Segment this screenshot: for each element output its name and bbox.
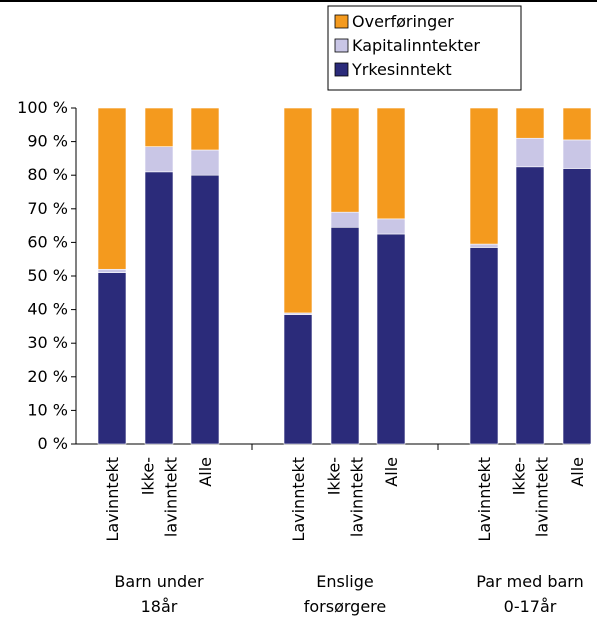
bar-segment-overføringer [376, 107, 406, 220]
x-category-label: Lavinntekt [289, 457, 308, 542]
x-category-label: Ikke- [510, 457, 529, 495]
bar-segment-overføringer [97, 107, 127, 270]
legend-swatch [334, 38, 349, 53]
y-tick-label: 20 % [27, 367, 68, 386]
bar-segment-kapitalinntekter [190, 149, 220, 176]
bar-segment-yrkesinntekt [515, 166, 545, 445]
bar-segment-yrkesinntekt [97, 272, 127, 445]
legend-box [327, 5, 522, 91]
x-group-label: Barn under [114, 572, 204, 591]
legend-label: Yrkesinntekt [351, 60, 452, 79]
bar-segment-overføringer [469, 107, 499, 245]
x-category-label: lavinntekt [348, 457, 367, 537]
x-group-label: Par med barn [476, 572, 583, 591]
bar-segment-yrkesinntekt [469, 247, 499, 445]
bar-segment-overføringer [190, 107, 220, 151]
bar-segment-yrkesinntekt [144, 171, 174, 445]
x-category-label: Alle [196, 457, 215, 487]
x-category-label: Alle [382, 457, 401, 487]
bar-segment-overføringer [330, 107, 360, 213]
bar-segment-overføringer [144, 107, 174, 147]
y-tick-label: 100 % [17, 98, 68, 117]
legend-label: Kapitalinntekter [352, 36, 480, 55]
x-group-label: Enslige [316, 572, 373, 591]
bar-segment-kapitalinntekter [97, 268, 127, 273]
bar-segment-overføringer [283, 107, 313, 314]
x-category-label: Ikke- [139, 457, 158, 495]
top-rule [0, 0, 597, 2]
x-category-label: Alle [568, 457, 587, 487]
x-category-label: Ikke- [325, 457, 344, 495]
y-tick-label: 90 % [27, 132, 68, 151]
x-group-label: forsørgere [304, 597, 387, 616]
x-group-label: 0-17år [504, 597, 557, 616]
y-tick-label: 70 % [27, 199, 68, 218]
y-tick-label: 60 % [27, 232, 68, 251]
y-tick-label: 0 % [38, 434, 68, 453]
bar-segment-kapitalinntekter [515, 137, 545, 168]
x-category-label: lavinntekt [533, 457, 552, 537]
bar-segment-yrkesinntekt [190, 174, 220, 445]
bar-segment-kapitalinntekter [562, 139, 592, 169]
y-tick-label: 10 % [27, 400, 68, 419]
y-tick-label: 50 % [27, 266, 68, 285]
bar-segment-kapitalinntekter [469, 243, 499, 248]
bar-segment-yrkesinntekt [562, 168, 592, 445]
bar-segment-overføringer [562, 107, 592, 141]
legend-swatch [334, 14, 349, 29]
x-group-label: 18år [141, 597, 178, 616]
x-category-label: lavinntekt [162, 457, 181, 537]
bar-segment-kapitalinntekter [144, 146, 174, 173]
x-category-label: Lavinntekt [475, 457, 494, 542]
y-tick-label: 40 % [27, 300, 68, 319]
bar-segment-yrkesinntekt [376, 233, 406, 445]
bar-segment-kapitalinntekter [376, 218, 406, 235]
y-tick-label: 80 % [27, 165, 68, 184]
bar-segment-yrkesinntekt [283, 314, 313, 445]
legend-label: Overføringer [352, 12, 454, 31]
bar-segment-overføringer [515, 107, 545, 139]
y-tick-label: 30 % [27, 333, 68, 352]
bar-segment-kapitalinntekter [330, 211, 360, 228]
x-category-label: Lavinntekt [103, 457, 122, 542]
legend-swatch [334, 62, 349, 77]
bar-segment-yrkesinntekt [330, 226, 360, 445]
